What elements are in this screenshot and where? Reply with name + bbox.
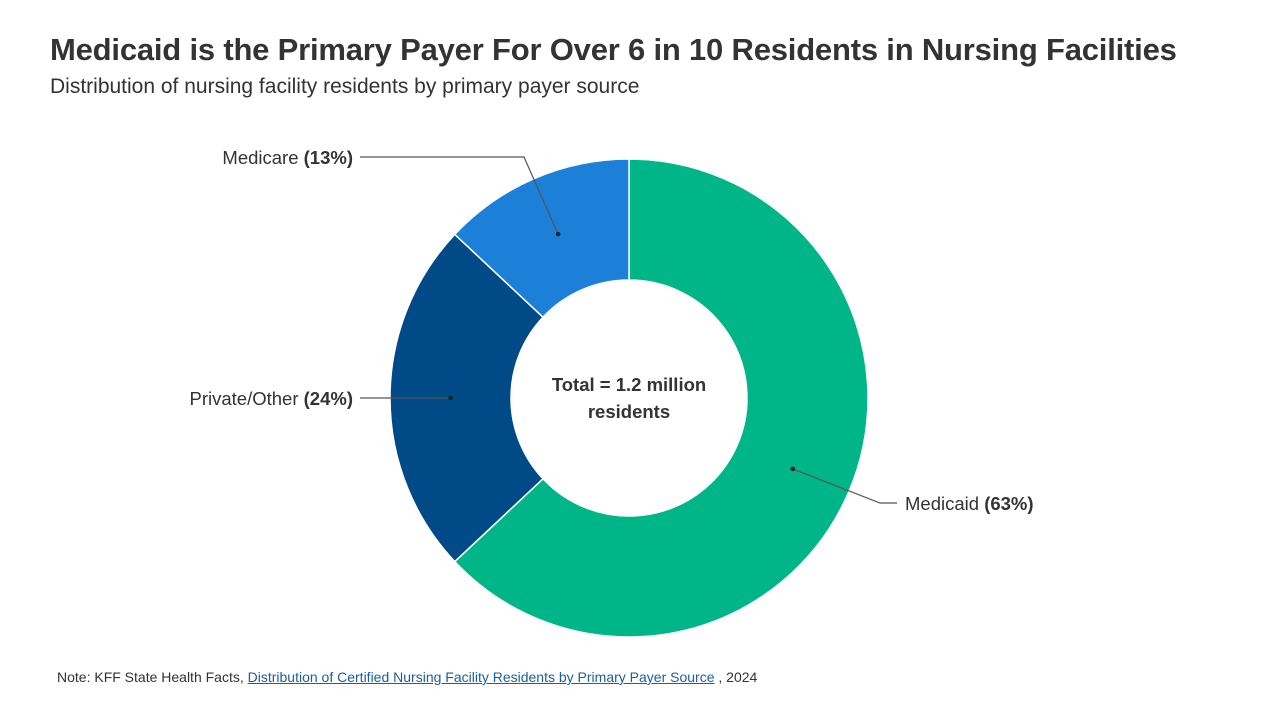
slice-label-private-other: Private/Other (24%): [190, 388, 354, 409]
source-note: Note: KFF State Health Facts, Distributi…: [57, 669, 757, 685]
slice-label-name: Medicare: [222, 147, 303, 168]
slice-label-name: Medicaid: [905, 493, 984, 514]
chart-title: Medicaid is the Primary Payer For Over 6…: [50, 32, 1177, 67]
leader-dot-medicare: [555, 231, 561, 237]
note-prefix: Note: KFF State Health Facts,: [57, 669, 248, 685]
slice-medicare: [453, 158, 630, 319]
center-label-line: residents: [588, 401, 670, 422]
slice-private-other: [389, 233, 545, 563]
slice-label-medicaid: Medicaid (63%): [905, 493, 1034, 514]
leader-line-medicaid: [792, 468, 897, 504]
slice-label-value: (24%): [304, 388, 353, 409]
note-suffix: , 2024: [714, 669, 758, 685]
slice-medicaid: [453, 158, 869, 638]
leader-dot-medicaid: [790, 466, 796, 472]
slice-label-value: (13%): [304, 147, 353, 168]
slice-label-name: Private/Other: [190, 388, 304, 409]
center-label-line: Total = 1.2 million: [552, 374, 706, 395]
slice-label-medicare: Medicare (13%): [222, 147, 353, 168]
chart-subtitle: Distribution of nursing facility residen…: [50, 75, 640, 98]
source-link[interactable]: Distribution of Certified Nursing Facili…: [247, 669, 715, 685]
leader-line-medicare: [360, 156, 559, 235]
slice-label-value: (63%): [984, 493, 1033, 514]
leader-dot-private-other: [448, 395, 453, 401]
